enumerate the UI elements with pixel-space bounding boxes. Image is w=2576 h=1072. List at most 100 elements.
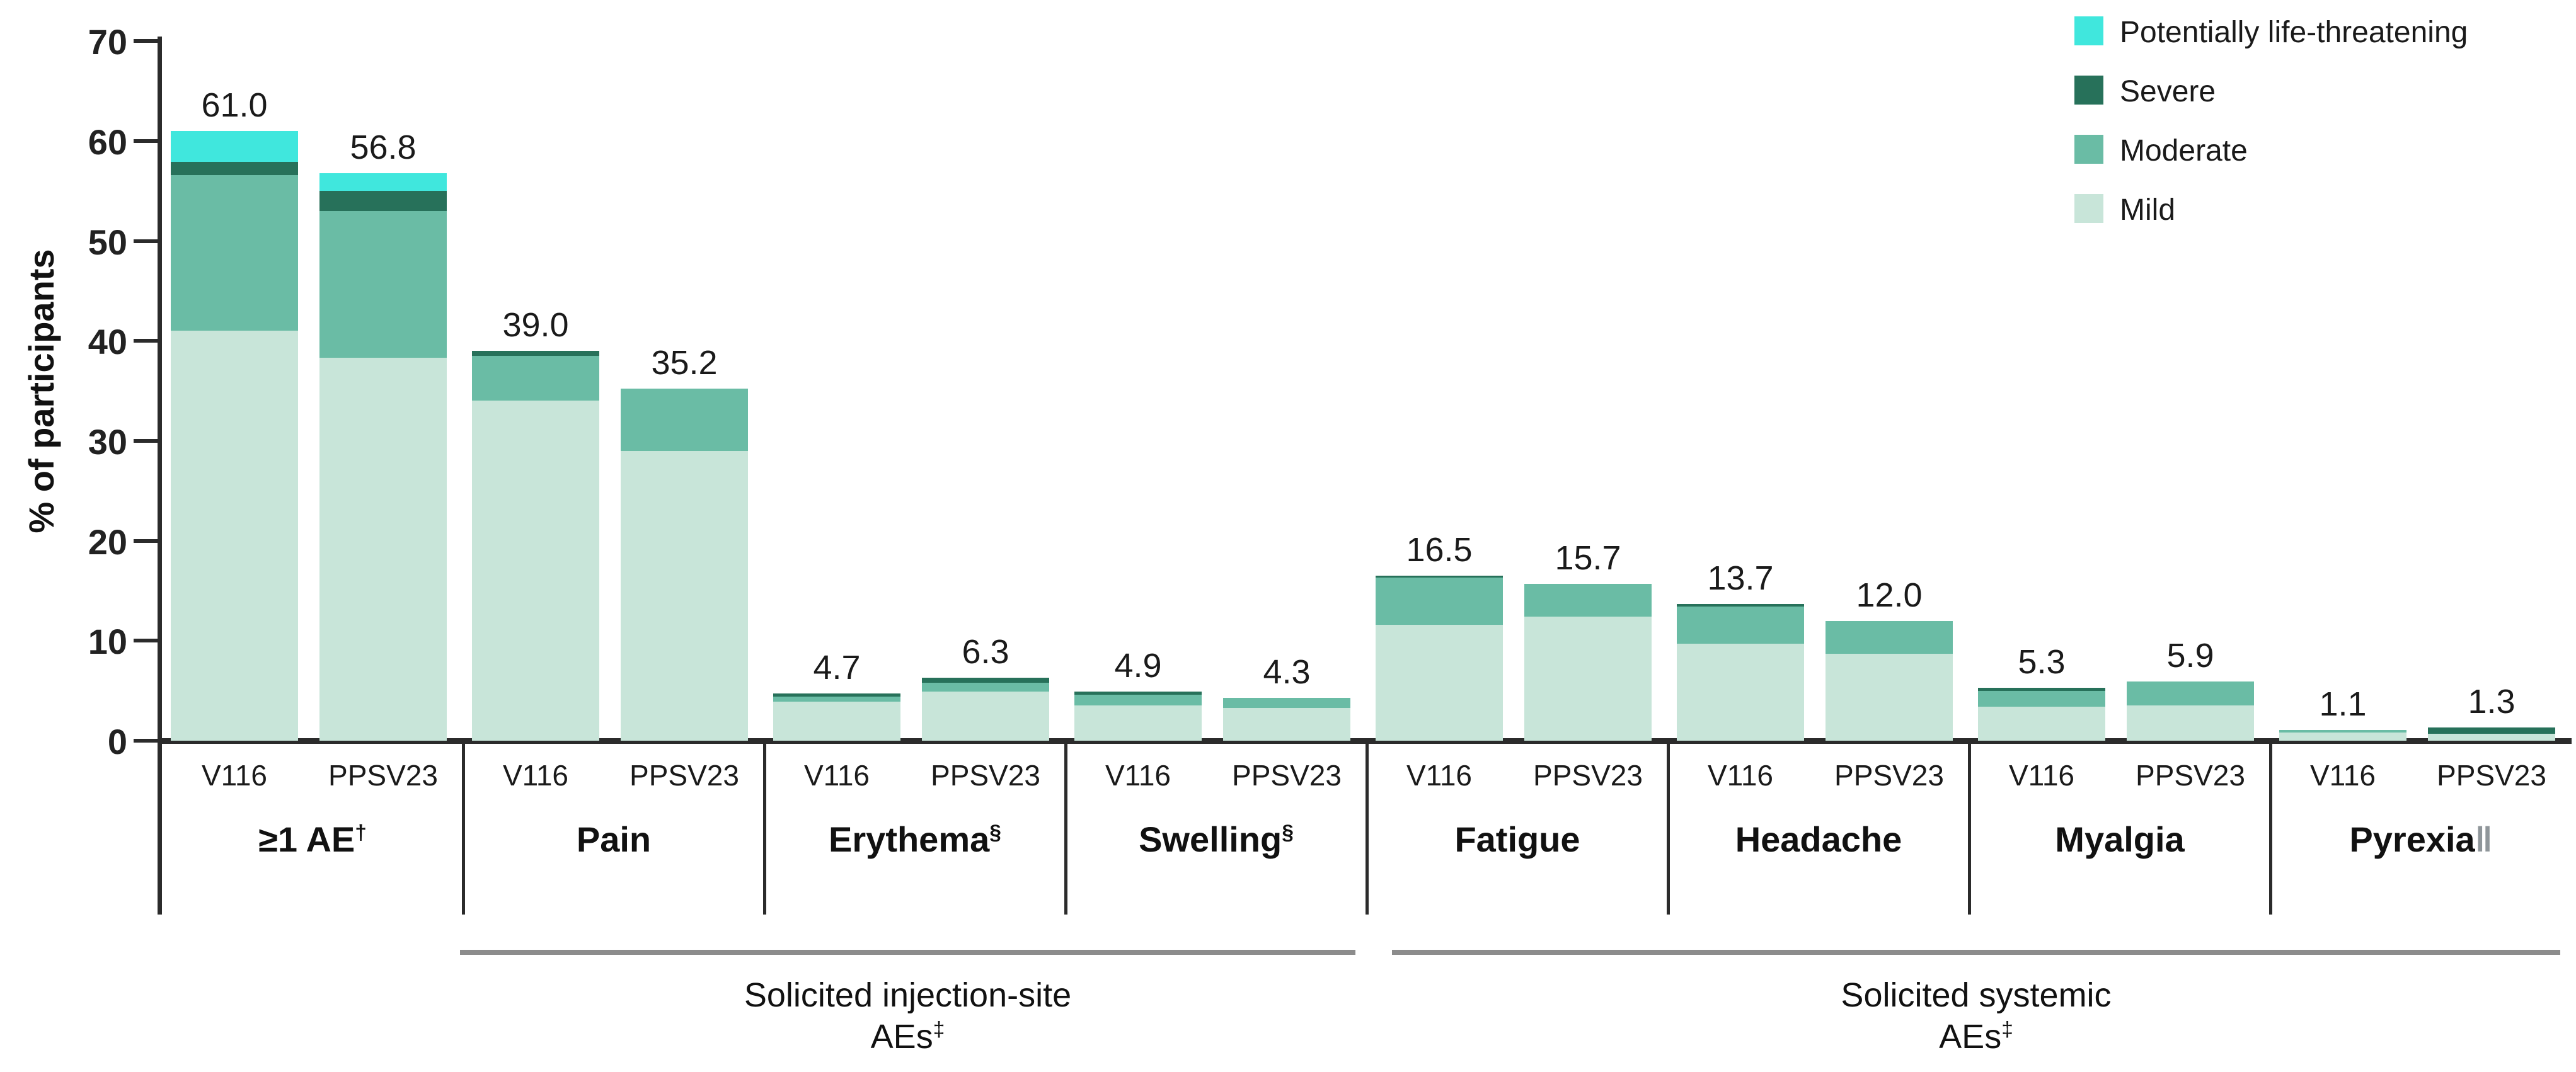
bar-arm-label: PPSV23 [630, 759, 739, 792]
bar-value-label: 4.7 [813, 649, 861, 687]
footnote-marker: ‡ [2001, 1017, 2013, 1041]
bar-segment-moderate [1826, 620, 1953, 654]
bracket-line [460, 950, 1355, 955]
bar-segment-mild [2428, 733, 2555, 741]
bar-segment-severe [171, 162, 298, 175]
bar-value-label: 13.7 [1707, 559, 1774, 597]
category-divider [2269, 738, 2272, 915]
y-tick-label: 50 [88, 222, 127, 262]
bar-segment-moderate [1978, 690, 2105, 707]
y-tick-label: 10 [88, 622, 127, 662]
bar-segment-mild [171, 331, 298, 741]
bar-segment-severe [773, 693, 900, 697]
y-tick-mark [134, 139, 158, 143]
bar-value-label: 15.7 [1555, 539, 1621, 577]
bar-segment-mild [1677, 644, 1804, 741]
bar-arm-label: V116 [1707, 759, 1774, 792]
legend-label-severe: Severe [2120, 75, 2216, 108]
bar-segment-moderate [319, 210, 447, 358]
bar-segment-mild [1074, 705, 1202, 741]
bar-segment-severe [1074, 692, 1202, 695]
y-tick-label: 40 [88, 322, 127, 362]
legend-label-moderate: Moderate [2120, 134, 2248, 168]
legend-swatch-mild [2074, 194, 2103, 223]
category-label: Myalgia [2055, 819, 2185, 859]
bar-value-label: 61.0 [201, 86, 268, 124]
bar-segment-moderate [171, 174, 298, 331]
bar-value-label: 56.8 [350, 128, 417, 166]
bar-segment-mild [1376, 624, 1503, 741]
bracket-label: Solicited injection-site AEs‡ [744, 976, 1072, 1056]
y-tick-label: 60 [88, 122, 127, 162]
category-label: Pyrexia‖ [2349, 819, 2493, 859]
bar-segment-moderate [2127, 681, 2254, 706]
legend-label-mild: Mild [2120, 193, 2176, 227]
bar-segment-moderate [922, 682, 1049, 692]
y-tick-label: 0 [107, 722, 127, 761]
bar-segment-moderate [1524, 583, 1652, 617]
y-tick-mark [134, 438, 158, 443]
bar-segment-mild [2279, 733, 2406, 741]
category-label: Pain [576, 819, 652, 859]
bar-segment-plt [171, 130, 298, 163]
bar-segment-moderate [773, 697, 900, 702]
bar-segment-mild [1223, 707, 1350, 741]
bar-segment-plt [319, 173, 447, 191]
bar-value-label: 1.1 [2319, 685, 2367, 723]
bar-arm-label: PPSV23 [328, 759, 438, 792]
bar-segment-moderate [1677, 607, 1804, 644]
bar-segment-severe [1677, 603, 1804, 607]
y-tick-label: 30 [88, 421, 127, 462]
bar-segment-mild [472, 401, 599, 741]
category-label: Fatigue [1454, 819, 1580, 859]
category-label: Headache [1735, 819, 1902, 859]
bar-arm-label: V116 [201, 759, 268, 792]
footnote-marker: † [355, 821, 367, 845]
legend-swatch-moderate [2074, 135, 2103, 164]
y-tick-label: 20 [88, 522, 127, 562]
bar-segment-mild [621, 450, 748, 741]
footnote-marker: ‡ [933, 1017, 945, 1041]
bar-arm-label: PPSV23 [1232, 759, 1342, 792]
bar-segment-moderate [2279, 729, 2406, 733]
y-tick-mark [134, 339, 158, 343]
footnote-marker: § [1282, 821, 1294, 845]
bar-arm-label: V116 [2309, 759, 2376, 792]
bar-segment-mild [2127, 705, 2254, 741]
bar-segment-mild [922, 692, 1049, 741]
bar-value-label: 1.3 [2468, 683, 2516, 721]
bar-value-label: 4.3 [1263, 653, 1311, 691]
bar-segment-mild [773, 702, 900, 741]
bar-value-label: 4.9 [1114, 647, 1162, 685]
bar-arm-label: V116 [502, 759, 569, 792]
bar-segment-mild [1978, 707, 2105, 741]
bar-segment-moderate [1074, 694, 1202, 706]
bar-arm-label: PPSV23 [1533, 759, 1643, 792]
bar-segment-moderate [621, 389, 748, 451]
y-axis-spine [158, 37, 162, 915]
y-tick-mark [134, 639, 158, 643]
bar-segment-severe [1978, 687, 2105, 691]
legend-swatch-severe [2074, 76, 2103, 105]
bar-segment-severe [922, 678, 1049, 683]
bar-value-label: 39.0 [502, 306, 569, 345]
category-divider [763, 738, 766, 915]
y-tick-mark [134, 239, 158, 243]
y-tick-mark [134, 739, 158, 743]
bracket-label: Solicited systemic AEs‡ [1841, 976, 2112, 1056]
bar-value-label: 12.0 [1856, 576, 1923, 614]
y-tick-label: 70 [88, 22, 127, 62]
bar-segment-moderate [1223, 697, 1350, 708]
bar-segment-severe [1376, 576, 1503, 578]
bracket-line [1392, 950, 2560, 955]
category-divider [1366, 738, 1369, 915]
legend-label-plt: Potentially life-threatening [2120, 16, 2468, 49]
bar-arm-label: PPSV23 [931, 759, 1040, 792]
bar-arm-label: V116 [1406, 759, 1473, 792]
category-divider [1667, 738, 1670, 915]
bar-value-label: 16.5 [1406, 531, 1473, 569]
bar-arm-label: V116 [2008, 759, 2075, 792]
bar-value-label: 5.3 [2018, 642, 2066, 681]
bar-segment-moderate [472, 356, 599, 401]
